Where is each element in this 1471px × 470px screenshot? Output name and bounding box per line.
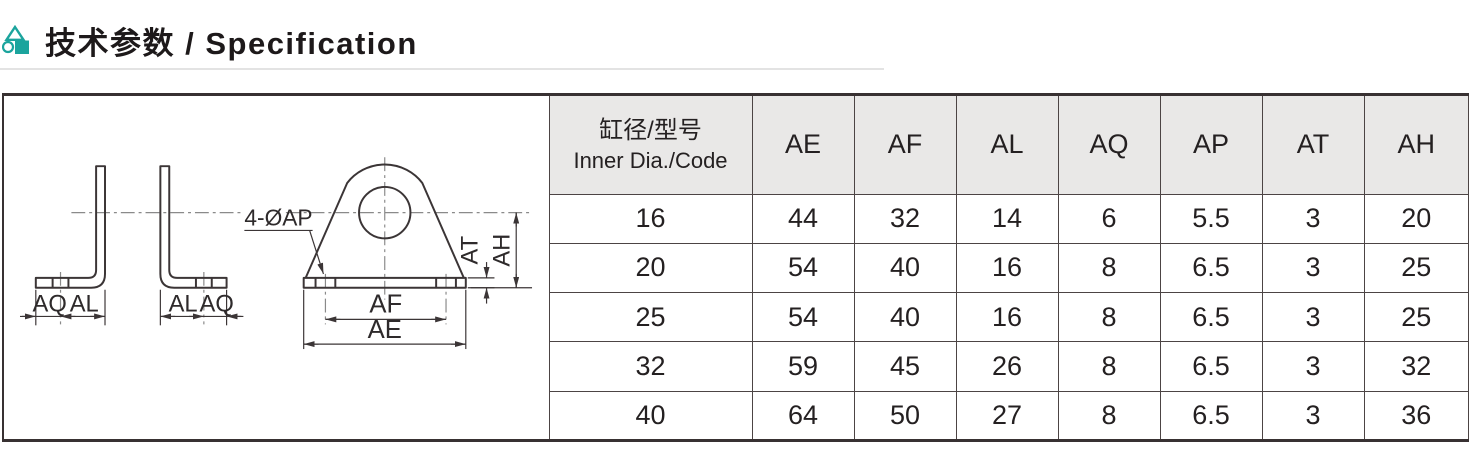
- cell-inner-dia-code: 16: [548, 193, 753, 244]
- left-bracket-outline: [34, 165, 106, 289]
- table-cell: 26: [955, 341, 1059, 392]
- table-cell: 32: [853, 193, 957, 244]
- table-cell: 6.5: [1159, 390, 1263, 442]
- table-cell: 54: [751, 242, 855, 294]
- table-row: 20 54 40 16 8 6.5 3 25: [3, 242, 1469, 294]
- dim-label-aq-left: AQ: [33, 291, 67, 317]
- dim-label-aq-right: AQ: [200, 291, 234, 317]
- table-cell: 36: [1363, 390, 1469, 442]
- table-cell: 20: [1363, 193, 1469, 244]
- table-row: 25 54 40 16 8 6.5 3 25: [3, 292, 1469, 343]
- dim-label-af: AF: [369, 290, 402, 318]
- table-row: 40 64 50 27 8 6.5 3 36: [3, 390, 1469, 442]
- dim-label-ah: AH: [489, 234, 515, 267]
- table-cell: 59: [751, 341, 855, 392]
- cell-inner-dia-code: 20: [548, 242, 753, 294]
- table-cell: 54: [751, 292, 855, 343]
- column-header-ae: AE: [751, 94, 855, 195]
- table-row: 32 59 45 26 8 6.5 3 32: [3, 341, 1469, 392]
- table-cell: 6.5: [1159, 242, 1263, 294]
- table-cell: 45: [853, 341, 957, 392]
- section-header: 技术参数 / Specification: [2, 18, 418, 63]
- table-cell: 8: [1057, 242, 1161, 294]
- circle-icon: [2, 40, 15, 53]
- cell-inner-dia-code: 32: [548, 341, 753, 392]
- table-cell: 25: [1363, 292, 1469, 343]
- table-cell: 40: [853, 292, 957, 343]
- right-bracket-outline: [159, 165, 228, 289]
- hole-callout-label: 4-ØAP: [244, 204, 312, 230]
- column-header-dia-en: Inner Dia./Code: [573, 148, 728, 174]
- table-cell: 6.5: [1159, 292, 1263, 343]
- table-cell: 16: [955, 242, 1059, 294]
- table-cell: 3: [1261, 390, 1365, 442]
- cell-inner-dia-code: 40: [548, 390, 753, 442]
- column-header-ap: AP: [1159, 94, 1263, 195]
- column-header-dia-zh: 缸径/型号: [599, 116, 702, 144]
- front-mounting-hole: [358, 185, 412, 240]
- table-cell: 8: [1057, 341, 1161, 392]
- dim-label-ae: AE: [368, 316, 402, 344]
- table-cell: 3: [1261, 193, 1365, 244]
- table-cell: 64: [751, 390, 855, 442]
- column-header-al: AL: [955, 94, 1059, 195]
- table-header-row: AQ AL AL AQ AF: [2, 94, 1469, 441]
- front-base-flange: [302, 276, 467, 289]
- table-cell: 5.5: [1159, 193, 1263, 244]
- table-cell: 32: [1363, 341, 1469, 392]
- column-header-ah: AH: [1363, 94, 1469, 195]
- table-cell: 3: [1261, 242, 1365, 294]
- table-cell: 44: [751, 193, 855, 244]
- table-cell: 25: [1363, 242, 1469, 294]
- table-cell: 50: [853, 390, 957, 442]
- dim-label-al-left: AL: [70, 291, 99, 317]
- column-header-dia: 缸径/型号 Inner Dia./Code: [548, 94, 753, 195]
- column-header-af: AF: [853, 94, 957, 195]
- table-cell: 27: [955, 390, 1059, 442]
- column-header-at: AT: [1261, 94, 1365, 195]
- dim-label-at: AT: [458, 236, 484, 265]
- leader-arrow: [309, 230, 325, 275]
- technical-drawing-cell: AQ AL AL AQ AF: [2, 94, 550, 441]
- table-row: 16 44 32 14 6 5.5 3 20: [3, 193, 1469, 244]
- table-cell: 3: [1261, 341, 1365, 392]
- table-cell: 40: [853, 242, 957, 294]
- cell-inner-dia-code: 25: [548, 292, 753, 343]
- geometry-shapes-icon: [2, 24, 29, 54]
- table-cell: 14: [955, 193, 1059, 244]
- triangle-icon: [4, 24, 26, 41]
- table-cell: 16: [955, 292, 1059, 343]
- section-title: 技术参数 / Specification: [45, 26, 418, 61]
- column-header-aq: AQ: [1057, 94, 1161, 195]
- bracket-technical-drawing: AQ AL AL AQ AF: [19, 157, 533, 350]
- specification-table: AQ AL AL AQ AF: [2, 93, 1469, 442]
- table-cell: 6: [1057, 193, 1161, 244]
- table-cell: 6.5: [1159, 341, 1263, 392]
- table-cell: 8: [1057, 390, 1161, 442]
- header-divider: [0, 68, 884, 70]
- dim-label-al-right: AL: [169, 291, 198, 317]
- front-dome-outline: [304, 163, 465, 279]
- square-icon: [15, 40, 29, 54]
- table-cell: 3: [1261, 292, 1365, 343]
- table-cell: 8: [1057, 292, 1161, 343]
